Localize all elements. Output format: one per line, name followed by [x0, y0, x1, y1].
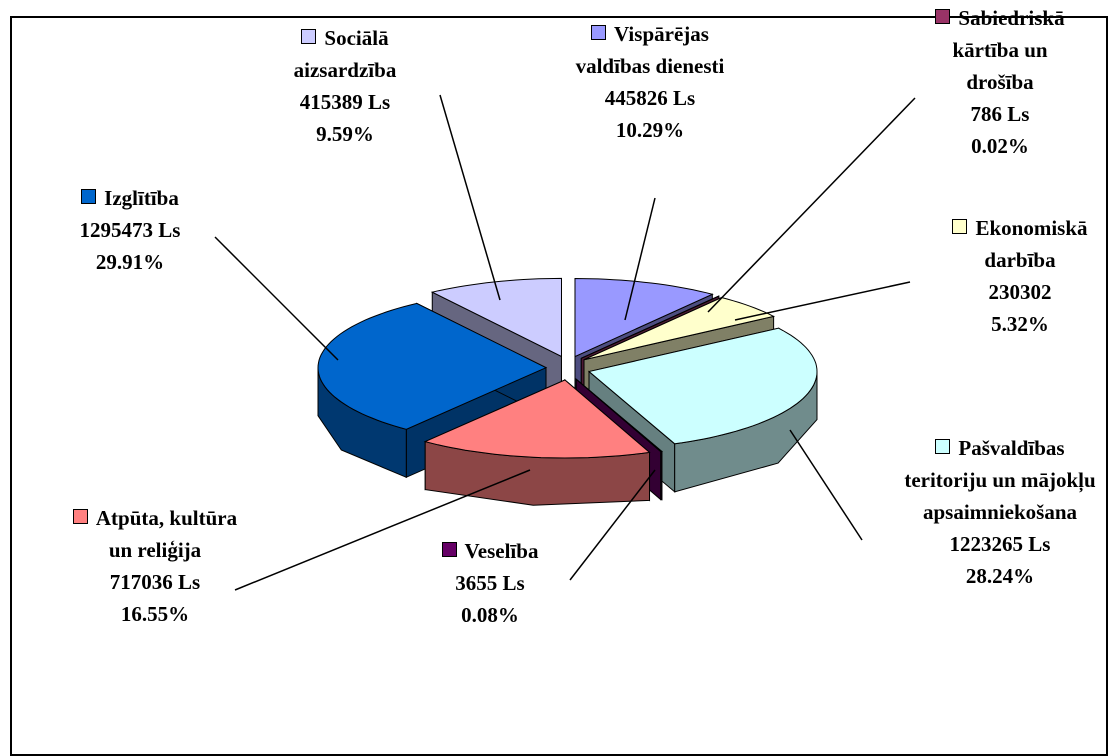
- value-label: 1223265 Ls: [949, 532, 1051, 556]
- percent-label: 0.02%: [971, 134, 1029, 158]
- slice: [423, 379, 651, 459]
- legend-swatch: [441, 542, 457, 557]
- value-label: 786 Ls: [970, 102, 1030, 126]
- data-label: Pašvaldības teritoriju un mājokļu apsaim…: [900, 432, 1100, 592]
- legend-swatch: [591, 25, 607, 40]
- leader-line: [789, 429, 863, 541]
- data-label: Atpūta, kultūra un reliģija 717036 Ls 16.5…: [70, 502, 240, 630]
- percent-label: 10.29%: [615, 118, 685, 142]
- percent-label: 29.91%: [95, 250, 165, 274]
- category-name: Pašvaldības teritoriju un mājokļu apsaim…: [904, 436, 1096, 524]
- legend-entry: Sociālā aizsardzība: [260, 22, 430, 86]
- leader-line: [707, 97, 916, 313]
- legend-entry: Atpūta, kultūra un reliģija: [70, 502, 240, 566]
- legend-entry: Pašvaldības teritoriju un mājokļu apsaim…: [900, 432, 1100, 528]
- legend-entry: Veselība: [405, 535, 575, 567]
- legend-entry: Vispārējas valdības dienesti: [565, 18, 735, 82]
- category-name: Atpūta, kultūra un reliģija: [95, 506, 238, 562]
- slice: [581, 295, 720, 359]
- percent-label: 16.55%: [120, 602, 190, 626]
- slice: [583, 296, 776, 361]
- percent-label: 9.59%: [316, 122, 374, 146]
- data-label: Izglītība 1295473 Ls 29.91%: [30, 182, 230, 278]
- legend-swatch: [952, 219, 968, 234]
- slice: [317, 302, 548, 430]
- category-name: Izglītība: [104, 186, 179, 210]
- slice: [574, 277, 714, 358]
- value-label: 230302: [988, 280, 1052, 304]
- value-label: 3655 Ls: [455, 571, 525, 595]
- leader-line: [624, 197, 656, 321]
- leader-line: [214, 236, 339, 361]
- slice: [587, 327, 818, 445]
- percent-label: 28.24%: [965, 564, 1035, 588]
- data-label: Sociālā aizsardzība 415389 Ls 9.59%: [260, 22, 430, 150]
- legend-entry: Izglītība: [30, 182, 230, 214]
- data-label: Veselība 3655 Ls 0.08%: [405, 535, 575, 631]
- value-label: 415389 Ls: [299, 90, 391, 114]
- data-label: Ekonomiskā darbība 230302 5.32%: [945, 212, 1095, 340]
- legend-entry: Sabiedriskā kārtība un drošība: [930, 2, 1070, 98]
- percent-label: 0.08%: [461, 603, 519, 627]
- legend-swatch: [301, 29, 317, 44]
- value-label: 445826 Ls: [604, 86, 696, 110]
- category-name: Sociālā aizsardzība: [293, 26, 397, 82]
- legend-swatch: [81, 189, 97, 204]
- category-name: Ekonomiskā darbība: [975, 216, 1088, 272]
- legend-swatch: [72, 509, 88, 524]
- slice: [575, 378, 664, 453]
- data-label: Sabiedriskā kārtība un drošība 786 Ls 0.02…: [930, 2, 1070, 162]
- legend-swatch: [935, 439, 951, 454]
- leader-line: [734, 281, 911, 321]
- leader-line: [234, 469, 531, 591]
- legend-swatch: [935, 9, 951, 24]
- leader-line: [439, 94, 501, 301]
- slice-wall: [660, 450, 663, 501]
- category-name: Veselība: [464, 539, 539, 563]
- value-label: 717036 Ls: [109, 570, 201, 594]
- category-name: Sabiedriskā kārtība un drošība: [952, 6, 1065, 94]
- legend-entry: Ekonomiskā darbība: [945, 212, 1095, 276]
- percent-label: 5.32%: [991, 312, 1049, 336]
- slice: [430, 277, 563, 358]
- value-label: 1295473 Ls: [79, 218, 181, 242]
- data-label: Vispārējas valdības dienesti 445826 Ls 10.…: [565, 18, 735, 146]
- category-name: Vispārējas valdības dienesti: [575, 22, 725, 78]
- leader-line: [569, 469, 656, 581]
